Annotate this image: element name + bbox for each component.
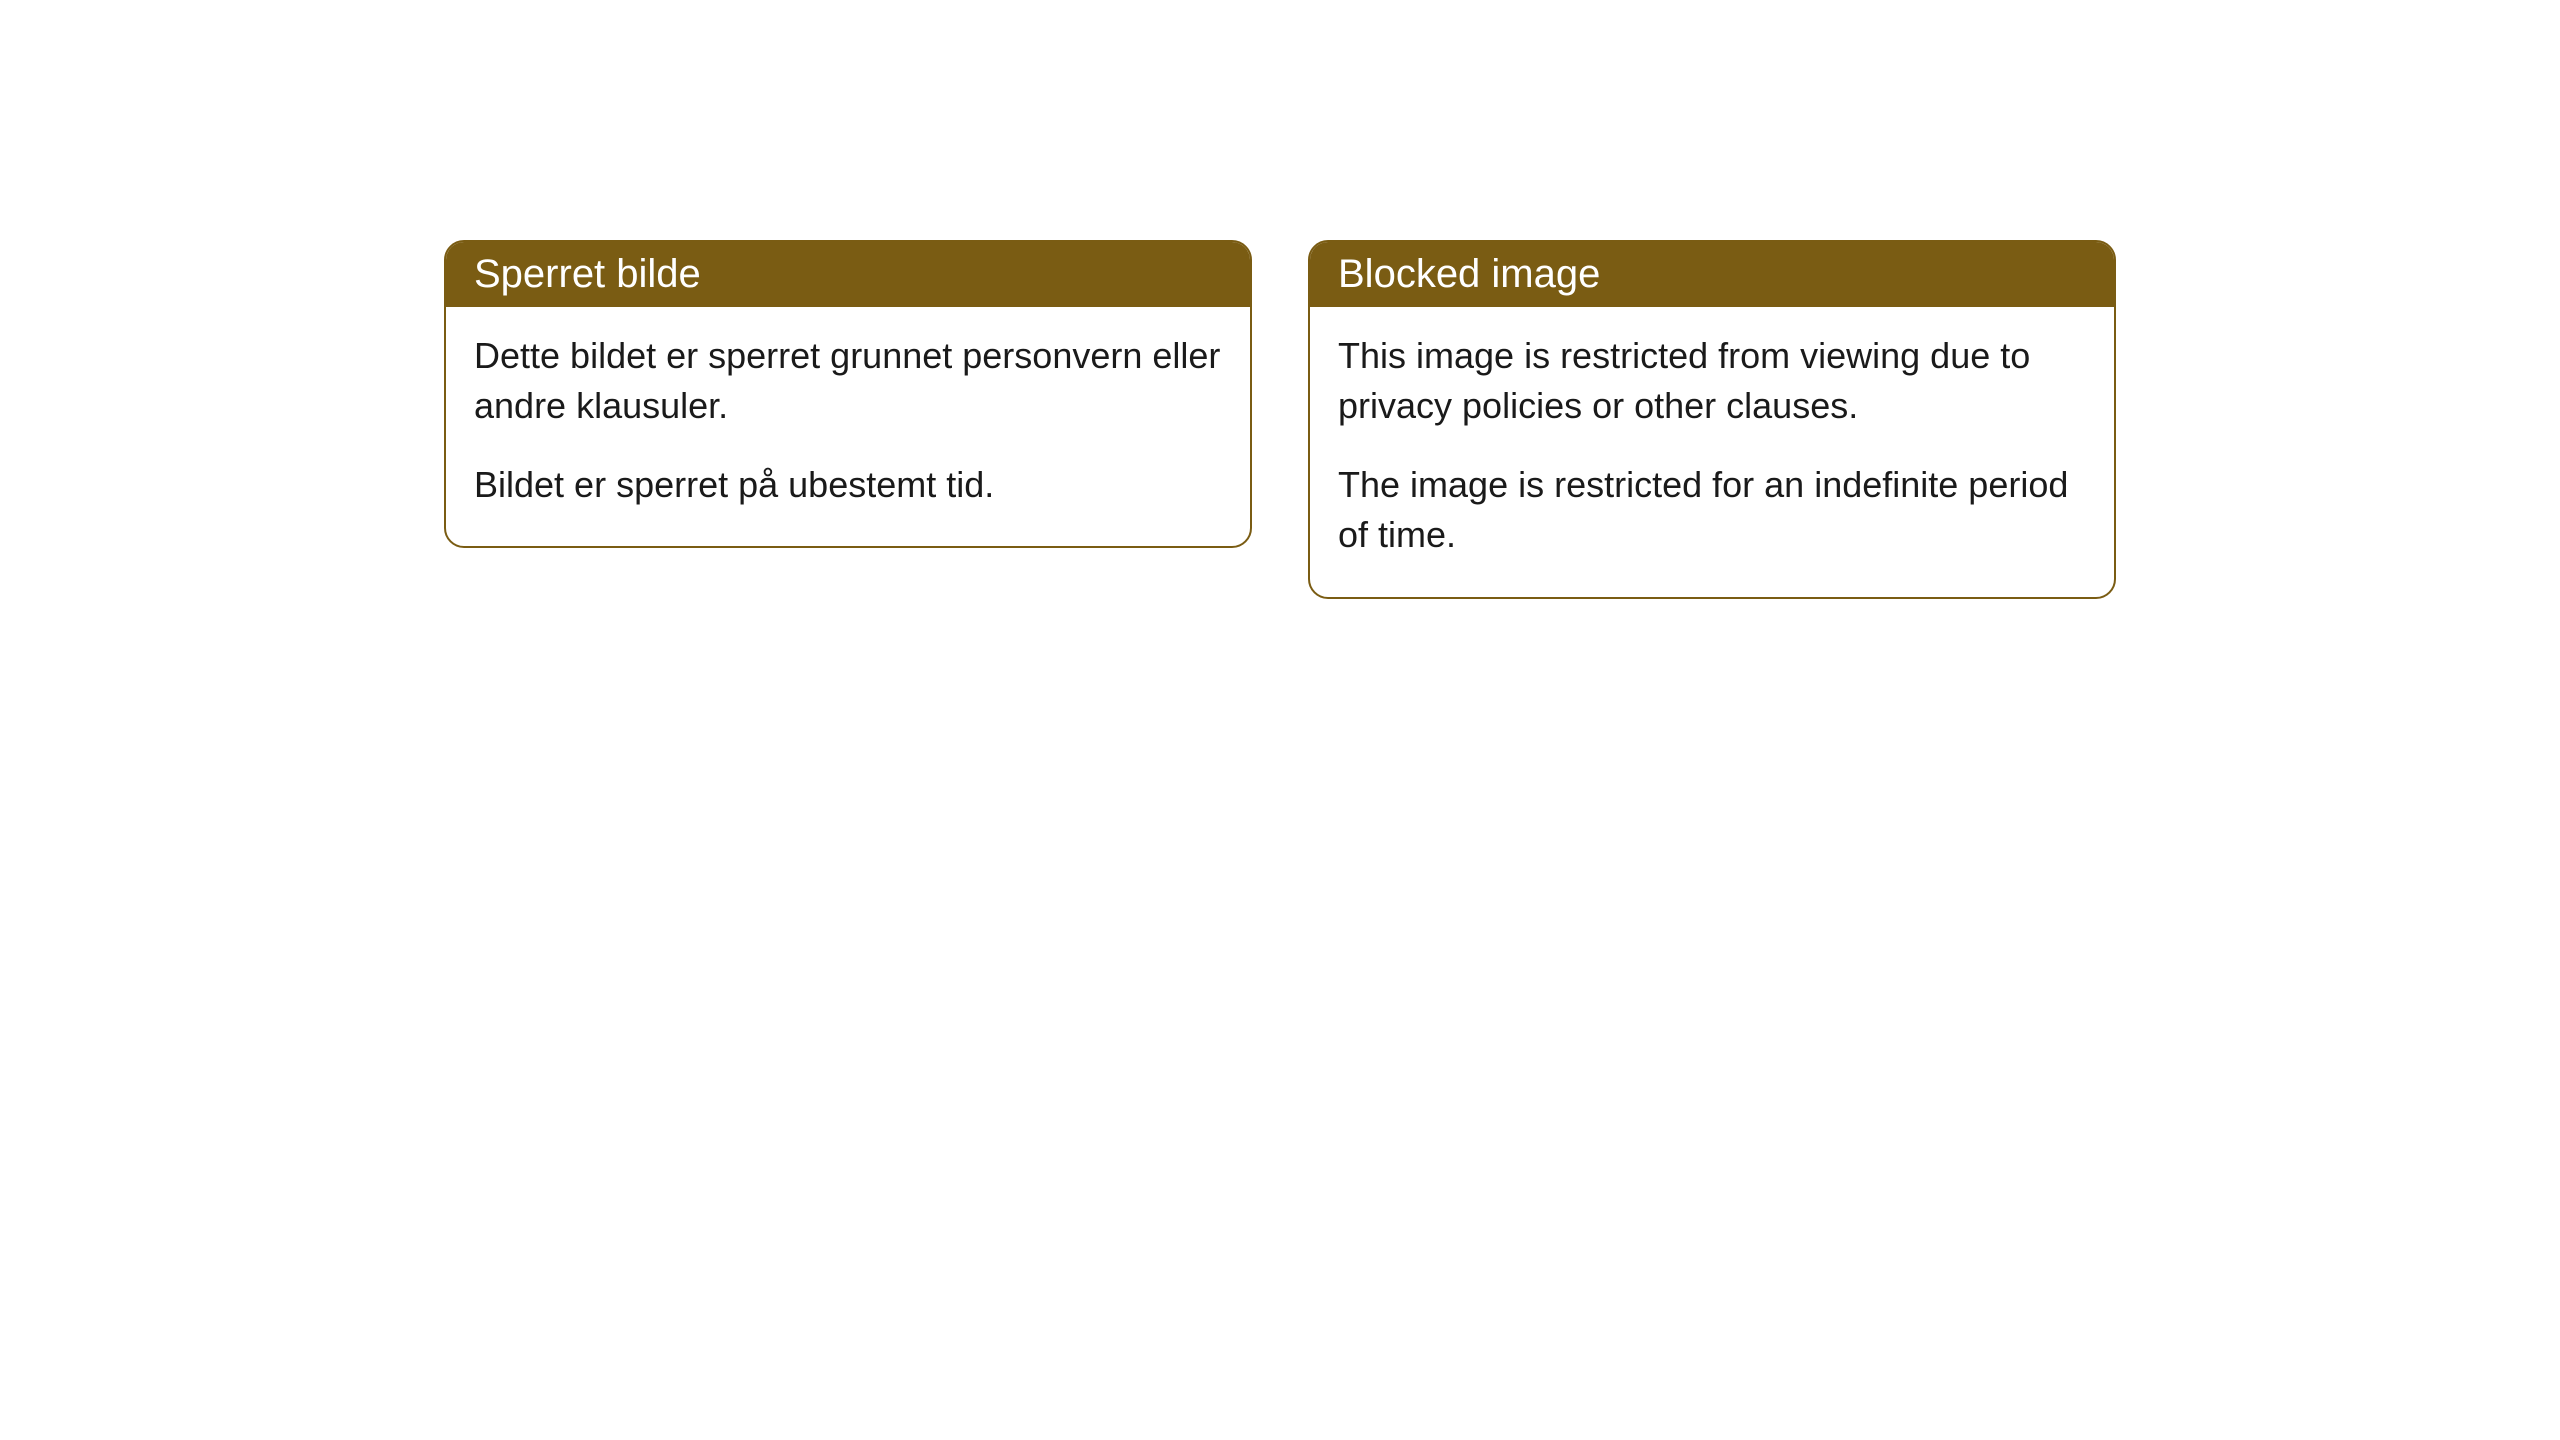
notice-container: Sperret bilde Dette bildet er sperret gr… bbox=[444, 240, 2116, 1440]
card-paragraph: Bildet er sperret på ubestemt tid. bbox=[474, 460, 1222, 510]
card-body-norwegian: Dette bildet er sperret grunnet personve… bbox=[446, 307, 1250, 546]
card-header-norwegian: Sperret bilde bbox=[446, 242, 1250, 307]
card-body-english: This image is restricted from viewing du… bbox=[1310, 307, 2114, 597]
card-title: Sperret bilde bbox=[474, 252, 701, 296]
card-title: Blocked image bbox=[1338, 252, 1600, 296]
card-paragraph: This image is restricted from viewing du… bbox=[1338, 331, 2086, 432]
card-paragraph: The image is restricted for an indefinit… bbox=[1338, 460, 2086, 561]
card-header-english: Blocked image bbox=[1310, 242, 2114, 307]
card-paragraph: Dette bildet er sperret grunnet personve… bbox=[474, 331, 1222, 432]
notice-card-norwegian: Sperret bilde Dette bildet er sperret gr… bbox=[444, 240, 1252, 548]
notice-card-english: Blocked image This image is restricted f… bbox=[1308, 240, 2116, 599]
